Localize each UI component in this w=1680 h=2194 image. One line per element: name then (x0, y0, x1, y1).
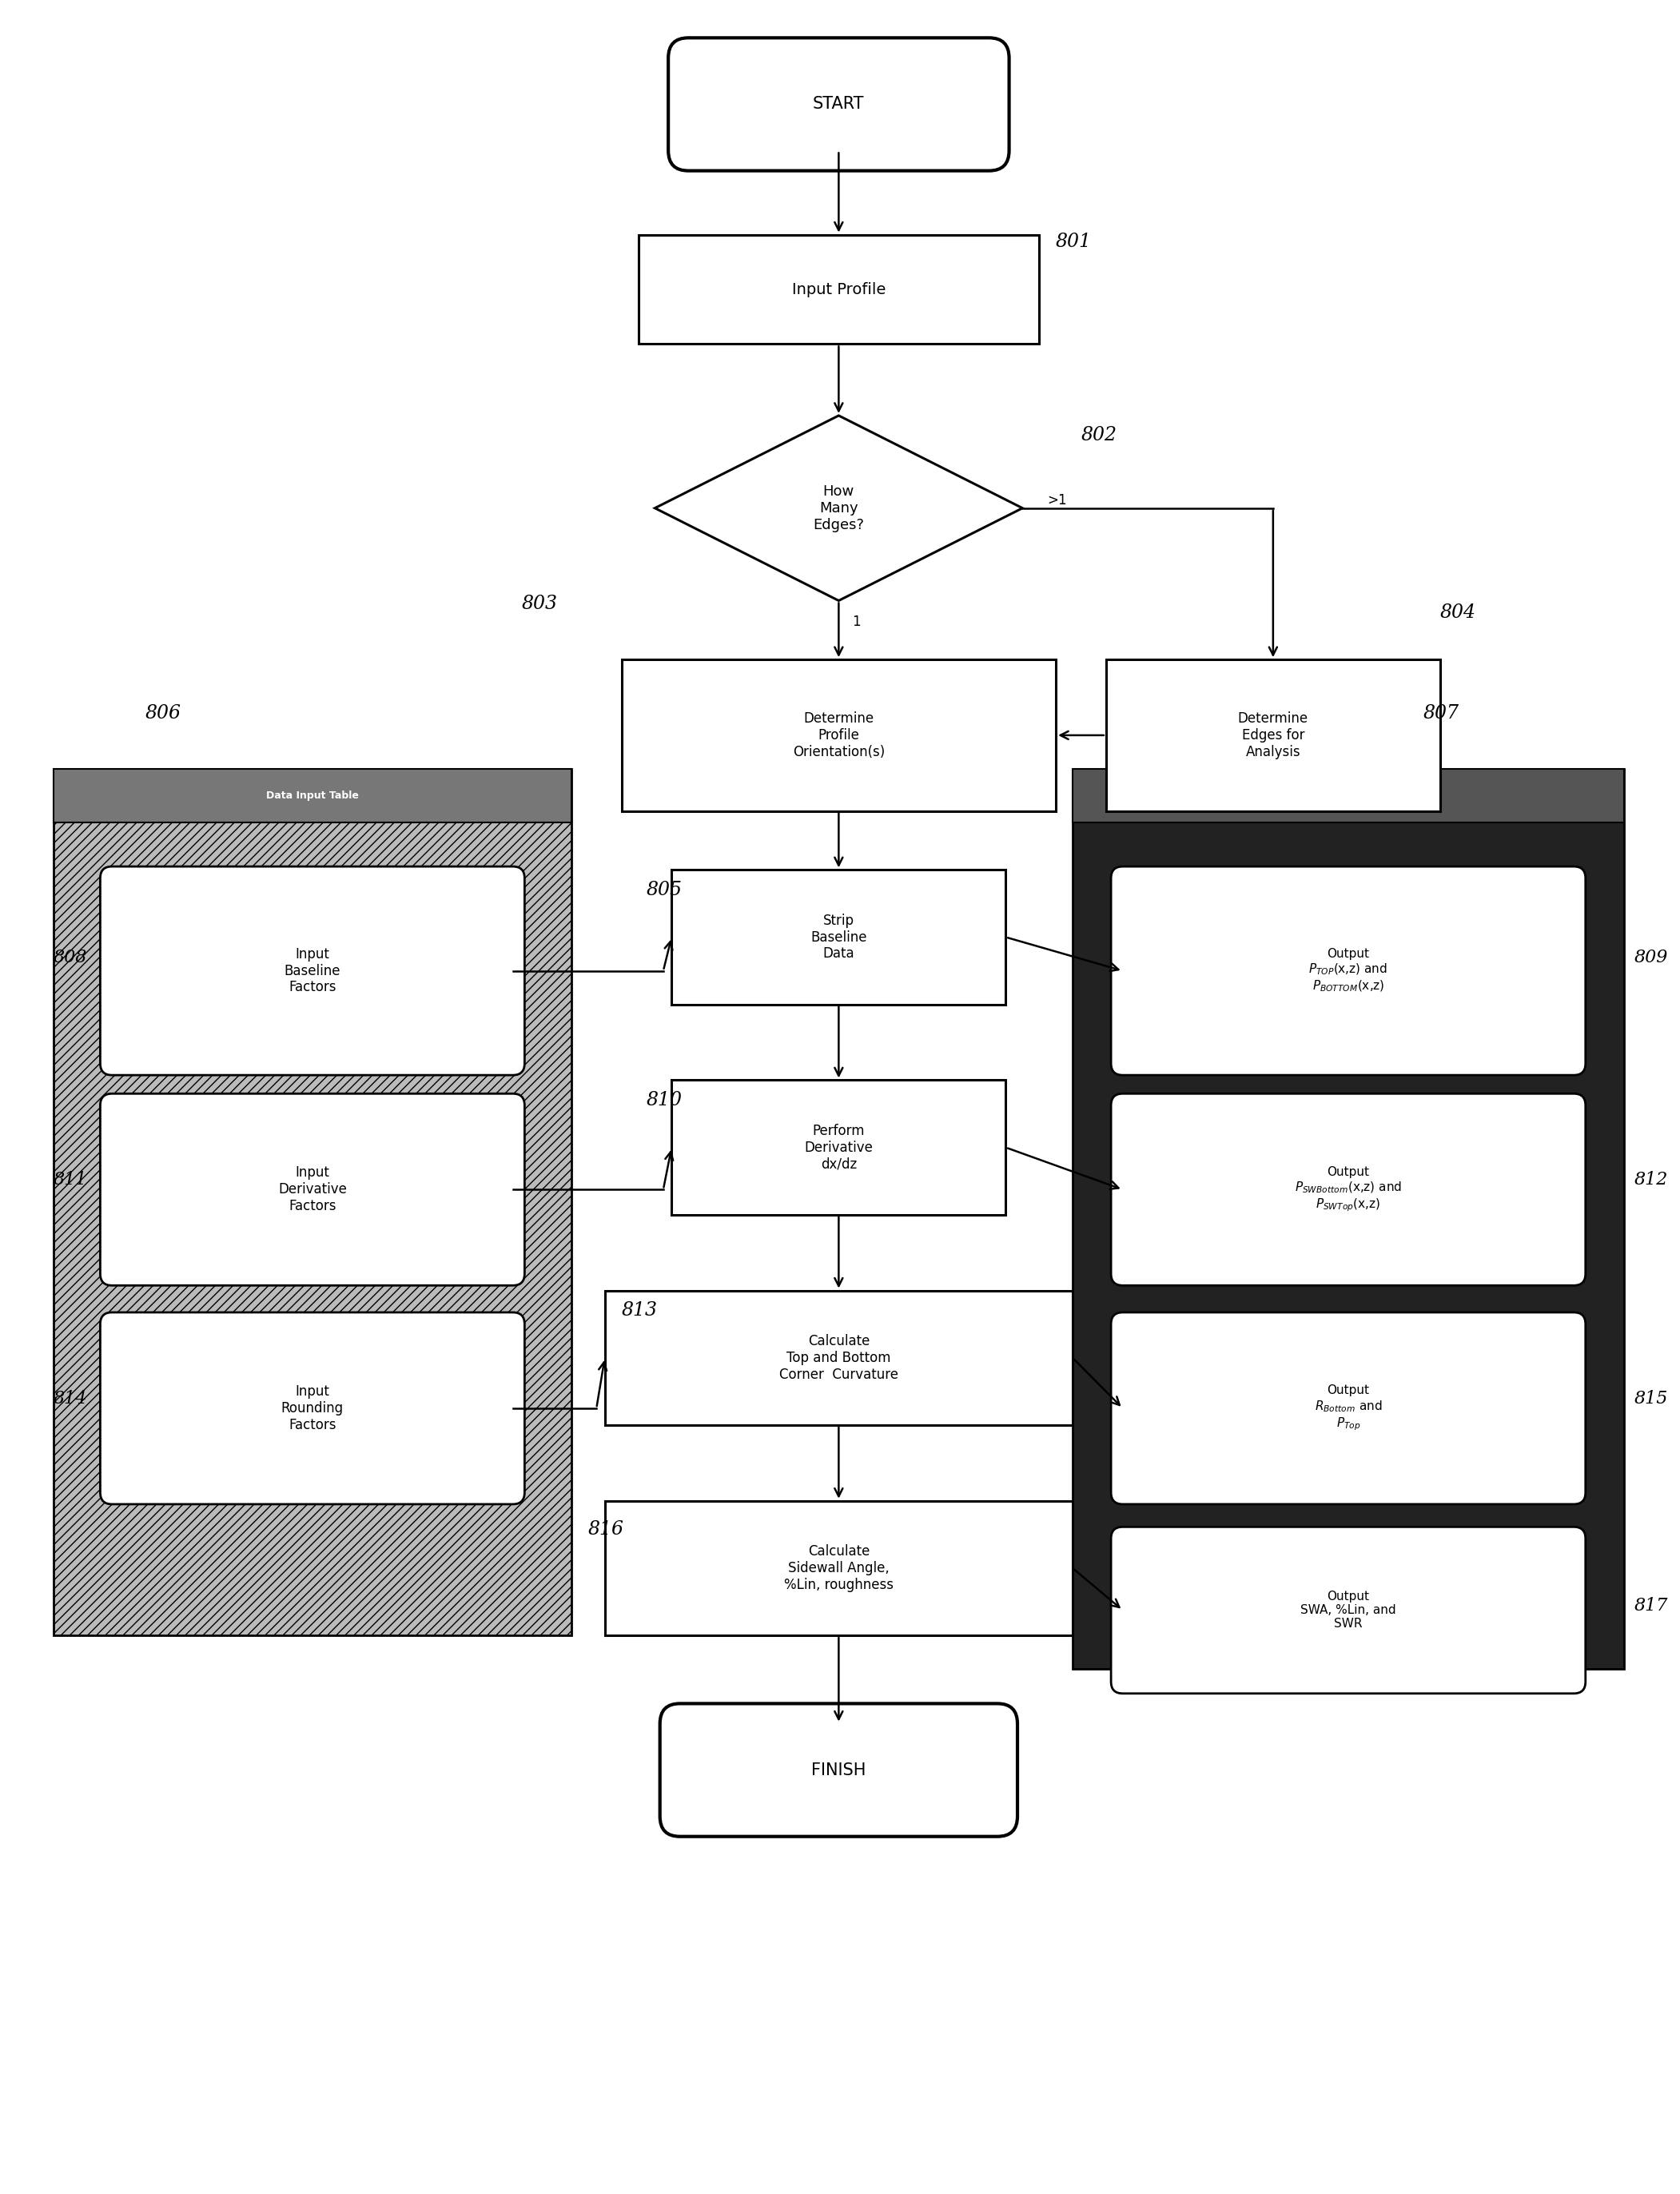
Text: Determine
Profile
Orientation(s): Determine Profile Orientation(s) (793, 711, 885, 759)
Text: Output
$R_{Bottom}$ and
$P_{Top}$: Output $R_{Bottom}$ and $P_{Top}$ (1314, 1384, 1383, 1433)
Text: Determine
Edges for
Analysis: Determine Edges for Analysis (1238, 711, 1309, 759)
Text: Calculate
Sidewall Angle,
%Lin, roughness: Calculate Sidewall Angle, %Lin, roughnes… (785, 1545, 894, 1593)
Text: Data Input Table: Data Input Table (265, 790, 360, 801)
Text: 817: 817 (1635, 1597, 1668, 1615)
Bar (54, 768, 571, 823)
FancyBboxPatch shape (1110, 1312, 1586, 1505)
Text: How
Many
Edges?: How Many Edges? (813, 485, 864, 531)
Text: 805: 805 (647, 880, 682, 900)
Bar (1072, 768, 1625, 1670)
Text: 813: 813 (622, 1301, 657, 1321)
Text: Data Output Table: Data Output Table (1297, 790, 1399, 801)
FancyBboxPatch shape (669, 37, 1010, 171)
FancyBboxPatch shape (660, 1703, 1018, 1836)
Text: Strip
Baseline
Data: Strip Baseline Data (810, 913, 867, 961)
Text: 806: 806 (146, 704, 181, 722)
Text: 1: 1 (852, 614, 860, 630)
Text: 816: 816 (588, 1520, 623, 1538)
Text: 810: 810 (647, 1090, 682, 1110)
FancyBboxPatch shape (1110, 1093, 1586, 1286)
Text: Output
SWA, %Lin, and
SWR: Output SWA, %Lin, and SWR (1300, 1591, 1396, 1630)
Text: START: START (813, 97, 865, 112)
FancyBboxPatch shape (1110, 1527, 1586, 1694)
Text: 812: 812 (1635, 1172, 1668, 1189)
Text: Input
Rounding
Factors: Input Rounding Factors (281, 1384, 344, 1433)
Text: 803: 803 (521, 595, 558, 612)
Text: 808: 808 (54, 948, 87, 965)
Bar (1105, 660, 1440, 812)
Text: 814: 814 (54, 1389, 87, 1406)
Text: 807: 807 (1423, 704, 1460, 722)
Bar (672, 869, 1006, 1005)
Text: >1: >1 (1048, 494, 1067, 509)
FancyBboxPatch shape (101, 1312, 524, 1505)
Text: Output
$P_{TOP}$(x,z) and
$P_{BOTTOM}$(x,z): Output $P_{TOP}$(x,z) and $P_{BOTTOM}$(x… (1309, 948, 1388, 994)
Polygon shape (655, 415, 1023, 601)
Text: Calculate
Top and Bottom
Corner  Curvature: Calculate Top and Bottom Corner Curvatur… (780, 1334, 899, 1382)
Bar (1072, 768, 1625, 823)
FancyBboxPatch shape (101, 1093, 524, 1286)
Bar (638, 235, 1040, 344)
Bar (605, 1290, 1072, 1426)
FancyBboxPatch shape (1110, 867, 1586, 1075)
Bar (622, 660, 1057, 812)
Text: Input
Derivative
Factors: Input Derivative Factors (279, 1165, 346, 1213)
Text: 804: 804 (1440, 603, 1477, 621)
Text: 809: 809 (1635, 948, 1668, 965)
Text: FINISH: FINISH (811, 1762, 865, 1777)
Text: Perform
Derivative
dx/dz: Perform Derivative dx/dz (805, 1123, 874, 1172)
Text: 815: 815 (1635, 1389, 1668, 1406)
Bar (672, 1079, 1006, 1215)
Bar (54, 768, 571, 1635)
Text: Output
$P_{SWBottom}$(x,z) and
$P_{SWTop}$(x,z): Output $P_{SWBottom}$(x,z) and $P_{SWTop… (1295, 1165, 1401, 1213)
Text: Input
Baseline
Factors: Input Baseline Factors (284, 948, 341, 994)
Text: 802: 802 (1080, 426, 1117, 445)
Text: 801: 801 (1057, 233, 1092, 252)
Text: 811: 811 (54, 1172, 87, 1189)
Bar (605, 1501, 1072, 1635)
FancyBboxPatch shape (101, 867, 524, 1075)
Text: Input Profile: Input Profile (791, 281, 885, 296)
